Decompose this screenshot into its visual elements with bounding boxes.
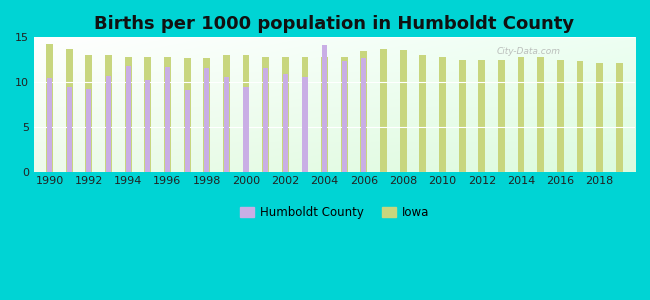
Bar <box>459 60 465 172</box>
Bar <box>184 58 190 172</box>
Bar <box>105 55 112 172</box>
Bar <box>164 57 171 172</box>
Bar <box>439 57 446 172</box>
Bar <box>517 57 525 172</box>
Legend: Humboldt County, Iowa: Humboldt County, Iowa <box>240 206 429 219</box>
Bar <box>242 55 250 172</box>
Bar <box>47 78 52 172</box>
Bar <box>46 44 53 172</box>
Bar <box>322 45 327 172</box>
Bar <box>125 66 131 172</box>
Bar <box>361 58 367 172</box>
Bar <box>577 61 584 172</box>
Title: Births per 1000 population in Humboldt County: Births per 1000 population in Humboldt C… <box>94 15 575 33</box>
Bar <box>145 80 150 172</box>
Bar <box>165 67 170 172</box>
Bar <box>361 51 367 172</box>
Bar <box>263 68 268 172</box>
Bar <box>185 90 190 172</box>
Bar <box>86 89 92 172</box>
Bar <box>342 61 347 172</box>
Bar <box>223 55 230 172</box>
Bar <box>596 63 603 172</box>
Bar <box>283 74 288 172</box>
Bar <box>144 57 151 172</box>
Bar <box>302 57 308 172</box>
Bar <box>341 57 348 172</box>
Bar <box>204 68 209 172</box>
Bar <box>400 50 407 172</box>
Text: City-Data.com: City-Data.com <box>497 47 561 56</box>
Bar <box>66 49 73 172</box>
Bar <box>67 86 72 172</box>
Bar <box>106 76 111 172</box>
Bar <box>498 60 505 172</box>
Bar <box>262 57 269 172</box>
Bar <box>224 77 229 172</box>
Bar <box>557 60 564 172</box>
Bar <box>478 60 485 172</box>
Bar <box>538 57 544 172</box>
Bar <box>321 57 328 172</box>
Bar <box>244 87 248 172</box>
Bar <box>616 63 623 172</box>
Bar <box>85 55 92 172</box>
Bar <box>125 57 131 172</box>
Bar <box>282 57 289 172</box>
Bar <box>302 77 307 172</box>
Bar <box>203 58 210 172</box>
Bar <box>380 49 387 172</box>
Bar <box>419 55 426 172</box>
